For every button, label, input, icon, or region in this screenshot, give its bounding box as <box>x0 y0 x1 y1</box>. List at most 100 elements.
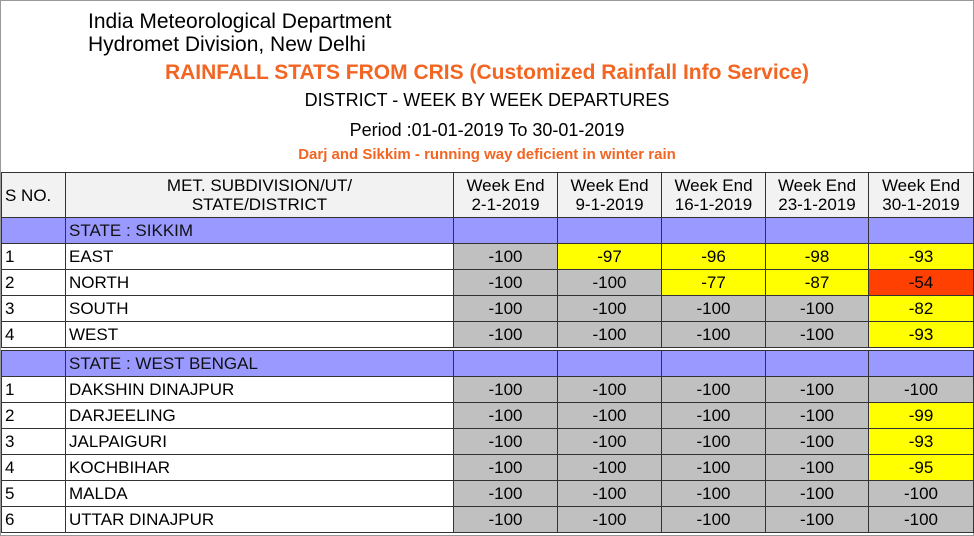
serial-number: 3 <box>1 295 66 322</box>
state-empty-cell <box>868 350 974 377</box>
departure-value: -100 <box>453 243 558 270</box>
column-header: Week End 2-1-2019 <box>453 172 558 218</box>
departure-value: -77 <box>661 269 766 296</box>
departure-value: -96 <box>661 243 766 270</box>
departure-value: -100 <box>868 480 974 507</box>
serial-number: 1 <box>1 376 66 403</box>
state-empty-cell <box>557 217 662 244</box>
table-row: 3 SOUTH -100 -100 -100 -100 -82 <box>1 295 974 322</box>
serial-number: 3 <box>1 428 66 455</box>
departure-value: -100 <box>661 376 766 403</box>
departure-value: -100 <box>765 321 869 348</box>
state-sno-cell <box>1 217 66 244</box>
table-row: 5 MALDA -100 -100 -100 -100 -100 <box>1 480 974 507</box>
report-title: RAINFALL STATS FROM CRIS (Customized Rai… <box>164 61 810 84</box>
departures-table: S NO. MET. SUBDIVISION/UT/STATE/DISTRICT W… <box>1 172 974 533</box>
org-division: Hydromet Division, New Delhi <box>88 33 366 56</box>
departure-value: -100 <box>661 402 766 429</box>
district-name: WEST <box>65 321 454 348</box>
departure-value: -100 <box>765 402 869 429</box>
departure-value: -100 <box>557 321 662 348</box>
table-row: 3 JALPAIGURI -100 -100 -100 -100 -93 <box>1 428 974 455</box>
district-name: UTTAR DINAJPUR <box>65 506 454 533</box>
departure-value: -100 <box>453 321 558 348</box>
column-header: Week End 30-1-2019 <box>868 172 974 218</box>
column-header: Week End 9-1-2019 <box>557 172 662 218</box>
departure-value: -100 <box>868 376 974 403</box>
departure-value: -100 <box>868 506 974 533</box>
departure-value: -100 <box>557 295 662 322</box>
table-header-row: S NO. MET. SUBDIVISION/UT/STATE/DISTRICT W… <box>1 172 974 218</box>
district-name: DAKSHIN DINAJPUR <box>65 376 454 403</box>
departure-value: -100 <box>661 454 766 481</box>
departure-value: -54 <box>868 269 974 296</box>
column-header: S NO. <box>1 172 66 218</box>
state-name: STATE : SIKKIM <box>65 217 454 244</box>
serial-number: 5 <box>1 480 66 507</box>
state-empty-cell <box>765 217 869 244</box>
departure-value: -100 <box>453 454 558 481</box>
departure-value: -100 <box>557 269 662 296</box>
state-row: STATE : SIKKIM <box>1 217 974 244</box>
state-empty-cell <box>661 217 766 244</box>
report-subtitle: DISTRICT - WEEK BY WEEK DEPARTURES <box>304 90 670 110</box>
serial-number: 2 <box>1 402 66 429</box>
departure-value: -87 <box>765 269 869 296</box>
departure-value: -99 <box>868 402 974 429</box>
column-header: Week End 23-1-2019 <box>765 172 869 218</box>
table-row: 6 UTTAR DINAJPUR -100 -100 -100 -100 -100 <box>1 506 974 533</box>
district-name: SOUTH <box>65 295 454 322</box>
report-note: Darj and Sikkim - running way deficient … <box>298 146 676 163</box>
departure-value: -100 <box>765 295 869 322</box>
table-row: 1 EAST -100 -97 -96 -98 -93 <box>1 243 974 270</box>
departure-value: -100 <box>557 402 662 429</box>
state-name: STATE : WEST BENGAL <box>65 350 454 377</box>
departure-value: -100 <box>453 376 558 403</box>
departure-value: -82 <box>868 295 974 322</box>
column-header: MET. SUBDIVISION/UT/STATE/DISTRICT <box>65 172 454 218</box>
departure-value: -95 <box>868 454 974 481</box>
state-empty-cell <box>661 350 766 377</box>
table-row: 1 DAKSHIN DINAJPUR -100 -100 -100 -100 -100 <box>1 376 974 403</box>
departure-value: -100 <box>557 454 662 481</box>
table-row: 2 NORTH -100 -100 -77 -87 -54 <box>1 269 974 296</box>
departure-value: -100 <box>661 480 766 507</box>
serial-number: 1 <box>1 243 66 270</box>
district-name: MALDA <box>65 480 454 507</box>
serial-number: 4 <box>1 321 66 348</box>
report-period: Period :01-01-2019 To 30-01-2019 <box>349 120 625 140</box>
departure-value: -100 <box>661 506 766 533</box>
state-sno-cell <box>1 350 66 377</box>
district-name: JALPAIGURI <box>65 428 454 455</box>
departure-value: -100 <box>453 428 558 455</box>
state-empty-cell <box>453 217 558 244</box>
district-name: NORTH <box>65 269 454 296</box>
state-empty-cell <box>557 350 662 377</box>
org-name: India Meteorological Department <box>88 10 392 33</box>
serial-number: 6 <box>1 506 66 533</box>
departure-value: -100 <box>453 480 558 507</box>
table-row: 4 KOCHBIHAR -100 -100 -100 -100 -95 <box>1 454 974 481</box>
departure-value: -100 <box>765 480 869 507</box>
departure-value: -100 <box>557 376 662 403</box>
departure-value: -100 <box>765 454 869 481</box>
state-empty-cell <box>868 217 974 244</box>
state-empty-cell <box>453 350 558 377</box>
departure-value: -100 <box>765 506 869 533</box>
departure-value: -100 <box>661 295 766 322</box>
departure-value: -97 <box>557 243 662 270</box>
table-row: 2 DARJEELING -100 -100 -100 -100 -99 <box>1 402 974 429</box>
table-row: 4 WEST -100 -100 -100 -100 -93 <box>1 321 974 348</box>
departure-value: -98 <box>765 243 869 270</box>
departure-value: -100 <box>453 402 558 429</box>
departure-value: -100 <box>453 295 558 322</box>
column-header: Week End 16-1-2019 <box>661 172 766 218</box>
departure-value: -100 <box>765 376 869 403</box>
departure-value: -93 <box>868 428 974 455</box>
district-name: DARJEELING <box>65 402 454 429</box>
serial-number: 2 <box>1 269 66 296</box>
departure-value: -100 <box>661 321 766 348</box>
departure-value: -100 <box>557 480 662 507</box>
state-empty-cell <box>765 350 869 377</box>
departure-value: -93 <box>868 243 974 270</box>
